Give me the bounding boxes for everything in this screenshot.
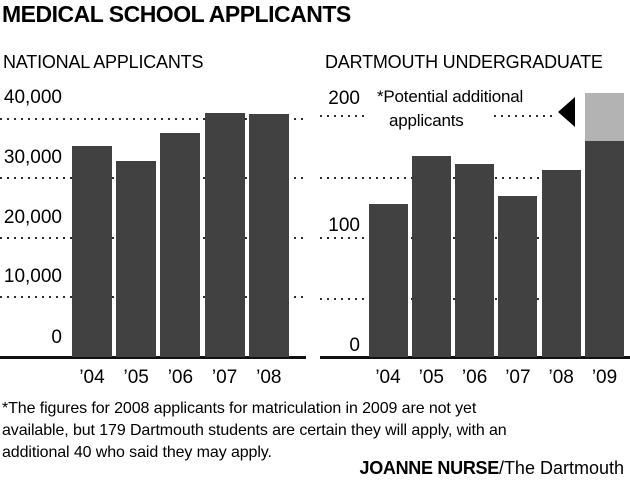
bar-05 [411, 155, 451, 357]
dartmouth-gridline-200-right-segment [494, 115, 552, 117]
x-tick-label-06: ’06 [461, 367, 488, 388]
x-tick-label-04: ’04 [79, 367, 105, 388]
bar-06 [455, 164, 495, 357]
bar-04 [368, 203, 408, 357]
page-title: MEDICAL SCHOOL APPLICANTS [2, 1, 351, 27]
bar-04 [72, 145, 112, 357]
x-tick-label-05: ’05 [123, 367, 149, 388]
national-chart-title: NATIONAL APPLICANTS [3, 52, 204, 72]
bar-09 [585, 141, 624, 357]
x-tick-label-06: ’06 [167, 367, 194, 388]
national-y-tick-40000: 40,000 [3, 87, 62, 108]
bar-06 [160, 133, 201, 357]
bar-07 [498, 195, 538, 357]
byline-author: JOANNE NURSE [359, 458, 500, 478]
dartmouth-gridline-200-left-segment [320, 115, 364, 117]
national-y-tick-30000: 30,000 [3, 147, 62, 168]
national-gridline-40000 [0, 118, 305, 120]
national-y-tick-20000: 20,000 [3, 207, 62, 228]
left-arrow-icon [558, 97, 575, 127]
bar-08 [248, 114, 289, 357]
x-tick-label-08: ’08 [256, 367, 282, 388]
bar-05 [116, 160, 157, 357]
x-tick-label-07: ’07 [211, 367, 238, 388]
dartmouth-y-tick-200: 200 [328, 88, 360, 109]
national-x-axis-line [0, 356, 306, 359]
x-tick-label-09: ’09 [591, 367, 618, 388]
byline-credit: JOANNE NURSE/The Dartmouth [360, 458, 625, 479]
dartmouth-y-tick-100: 100 [328, 215, 360, 236]
bar-09-potential-segment [585, 93, 624, 142]
x-tick-label-04: ’04 [375, 367, 401, 388]
potential-applicants-annotation-line1: *Potential additional [377, 87, 524, 106]
footnote-line-2: available, but 179 Dartmouth students ar… [2, 422, 507, 439]
x-tick-label-08: ’08 [548, 367, 574, 388]
potential-applicants-annotation-line2: applicants [389, 111, 464, 130]
dartmouth-chart-title: DARTMOUTH UNDERGRADUATE [325, 52, 603, 72]
dartmouth-y-tick-0: 0 [349, 335, 360, 356]
dartmouth-x-axis-line [320, 356, 630, 359]
bar-07 [204, 113, 245, 357]
national-y-tick-0: 0 [51, 327, 62, 348]
x-tick-label-05: ’05 [418, 367, 444, 388]
national-y-tick-10000: 10,000 [3, 266, 62, 287]
footnote-line-3: additional 40 who said they may apply. [2, 444, 272, 461]
footnote-line-1: *The figures for 2008 applicants for mat… [2, 400, 477, 417]
byline-publication: /The Dartmouth [498, 458, 624, 478]
x-tick-label-07: ’07 [505, 367, 531, 388]
bar-08 [541, 170, 581, 357]
